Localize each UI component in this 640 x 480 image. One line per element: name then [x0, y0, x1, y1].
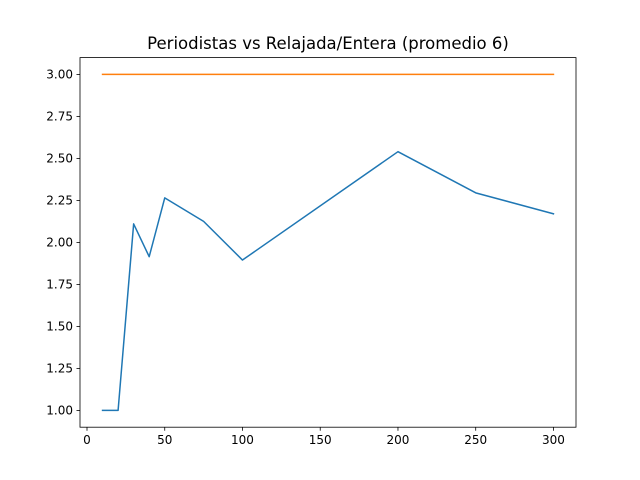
y-axis: 1.00 1.25 1.50 1.75 2.00 2.25 2.50 2.75 3.00: [46, 68, 80, 418]
x-tick-label: 300: [542, 433, 565, 447]
series-line-1: [101, 150, 555, 412]
x-tick-label: 150: [309, 433, 332, 447]
y-tick-label: 2.75: [46, 110, 73, 124]
x-tick-label: 50: [157, 433, 172, 447]
y-tick-label: 2.25: [46, 194, 73, 208]
y-tick-label: 1.50: [46, 320, 73, 334]
y-tick-label: 3.00: [46, 68, 73, 82]
series-layer: [101, 73, 555, 412]
y-tick-label: 2.50: [46, 152, 73, 166]
x-tick-label: 250: [464, 433, 487, 447]
x-tick-label: 100: [231, 433, 254, 447]
y-tick-label: 1.75: [46, 278, 73, 292]
y-tick-label: 1.00: [46, 404, 73, 418]
chart-title: Periodistas vs Relajada/Entera (promedio…: [147, 34, 509, 53]
x-tick-label: 0: [83, 433, 91, 447]
plot-frame: [79, 57, 577, 428]
x-axis: 0 50 100 150 200 250 300: [83, 427, 565, 447]
y-tick-label: 2.00: [46, 236, 73, 250]
y-tick-label: 1.25: [46, 362, 73, 376]
x-tick-label: 200: [387, 433, 410, 447]
